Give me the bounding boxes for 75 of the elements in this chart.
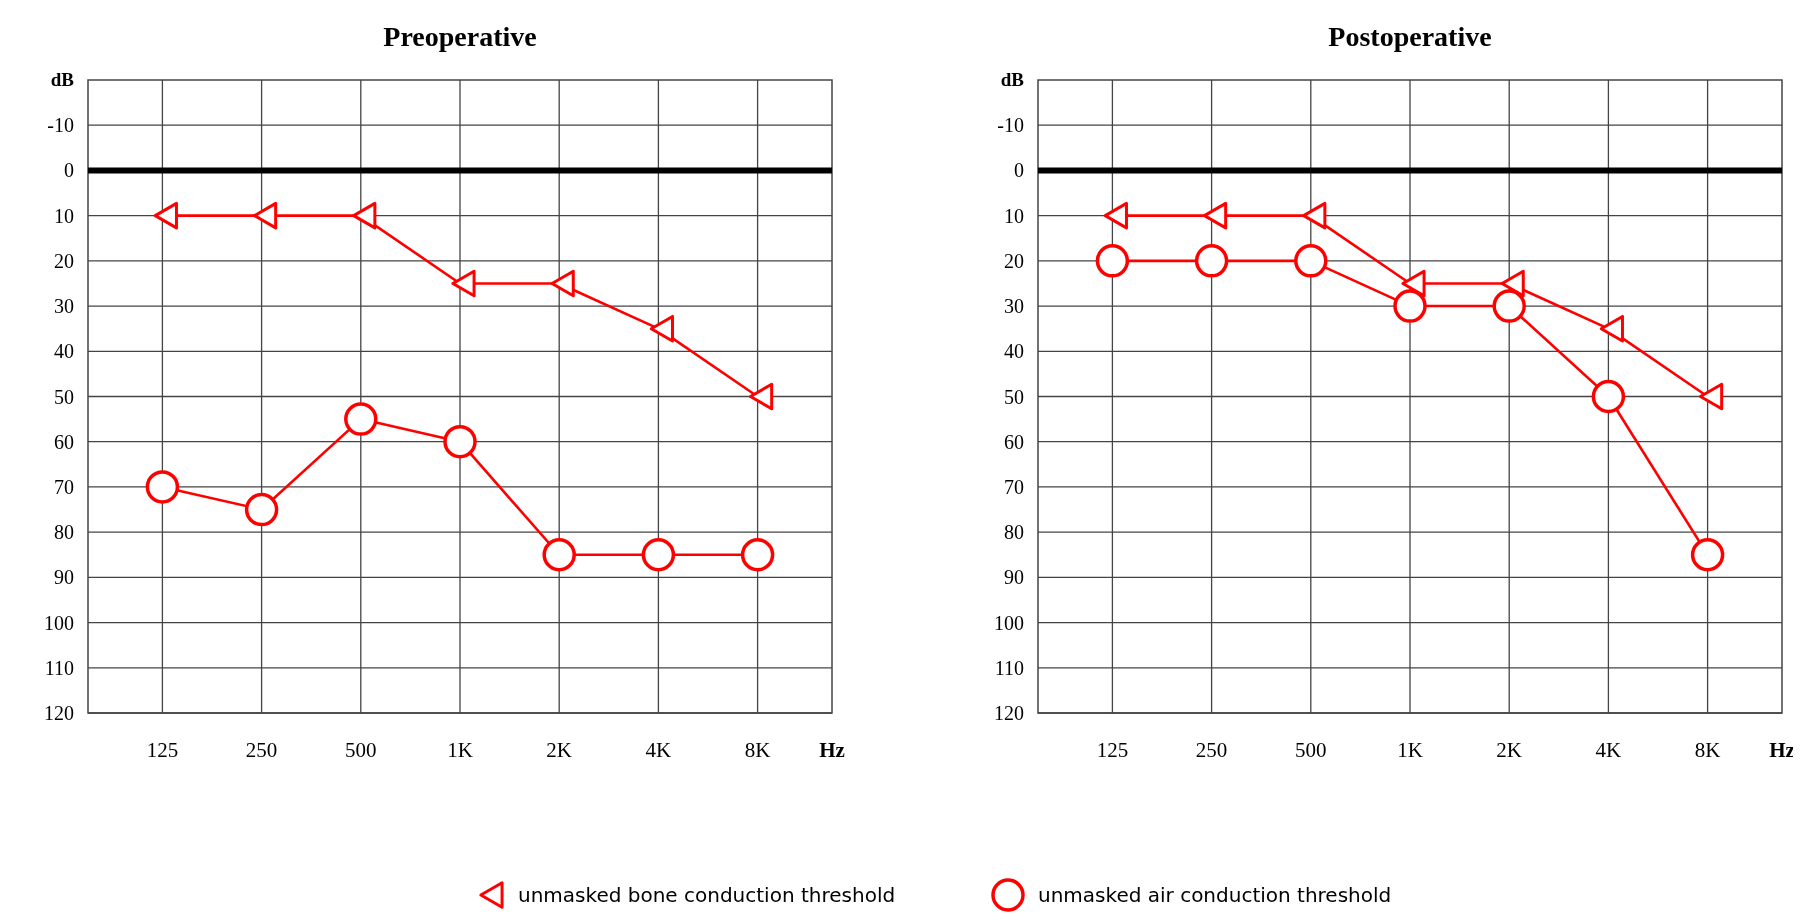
point bbox=[1294, 244, 1328, 278]
point bbox=[244, 492, 279, 527]
x-tick-label: 125 bbox=[1096, 738, 1129, 762]
x-tick-label: 2K bbox=[546, 738, 573, 762]
x-tick-label: 8K bbox=[744, 738, 771, 762]
y-tick-label: 70 bbox=[54, 475, 74, 498]
point bbox=[550, 269, 575, 298]
point bbox=[1202, 201, 1228, 230]
x-tick-label: 2K bbox=[1496, 738, 1523, 762]
point bbox=[1492, 289, 1526, 323]
point bbox=[542, 538, 576, 572]
point bbox=[641, 538, 676, 572]
point bbox=[1194, 244, 1229, 278]
point bbox=[443, 424, 477, 459]
y-tick-label: 0 bbox=[1014, 159, 1024, 182]
x-axis-title: Hz bbox=[819, 738, 845, 762]
x-tick-label: 250 bbox=[245, 738, 278, 762]
y-tick-label: 30 bbox=[54, 295, 74, 318]
y-tick-label: 50 bbox=[54, 385, 74, 408]
point bbox=[1591, 379, 1626, 414]
y-axis-title: dB bbox=[50, 69, 75, 90]
y-tick-label: 60 bbox=[1004, 430, 1024, 453]
legend-label: unmasked air conduction threshold bbox=[1038, 883, 1392, 907]
chart-title: Preoperative bbox=[383, 21, 537, 52]
point bbox=[1690, 538, 1725, 572]
point bbox=[740, 538, 775, 572]
y-tick-label: 10 bbox=[54, 204, 74, 227]
y-axis-title: dB bbox=[1000, 69, 1025, 90]
point bbox=[145, 470, 180, 504]
point bbox=[649, 314, 674, 343]
y-tick-label: 90 bbox=[54, 566, 74, 589]
point bbox=[748, 382, 774, 411]
y-tick-label: 120 bbox=[44, 702, 74, 724]
y-tick-label: -10 bbox=[997, 114, 1024, 137]
legend-label: unmasked bone conduction threshold bbox=[518, 883, 896, 907]
point bbox=[451, 269, 476, 298]
y-tick-label: -10 bbox=[47, 114, 74, 137]
x-tick-label: 250 bbox=[1195, 738, 1228, 762]
y-tick-label: 40 bbox=[54, 340, 74, 363]
y-tick-label: 80 bbox=[54, 521, 74, 544]
point bbox=[153, 201, 178, 230]
point bbox=[1103, 201, 1128, 230]
point bbox=[1393, 289, 1427, 323]
y-tick-label: 70 bbox=[1004, 475, 1024, 498]
y-tick-label: 110 bbox=[44, 656, 74, 679]
y-tick-label: 20 bbox=[1004, 249, 1024, 272]
point bbox=[1401, 269, 1426, 298]
x-tick-label: 500 bbox=[345, 738, 377, 762]
x-tick-label: 125 bbox=[146, 738, 179, 762]
point bbox=[1500, 269, 1525, 298]
point bbox=[252, 201, 278, 230]
x-tick-label: 4K bbox=[645, 738, 672, 762]
y-tick-label: 100 bbox=[44, 611, 74, 634]
y-tick-label: 0 bbox=[64, 159, 74, 182]
chart-title: Postoperative bbox=[1328, 21, 1492, 52]
point bbox=[344, 402, 378, 436]
y-tick-label: 40 bbox=[1004, 340, 1024, 363]
y-tick-label: 20 bbox=[54, 249, 74, 272]
y-tick-label: 100 bbox=[994, 611, 1024, 634]
y-tick-label: 120 bbox=[994, 702, 1024, 724]
y-tick-label: 110 bbox=[994, 656, 1024, 679]
y-tick-label: 80 bbox=[1004, 521, 1024, 544]
x-tick-label: 1K bbox=[1397, 738, 1423, 762]
y-tick-label: 60 bbox=[54, 430, 74, 453]
x-tick-label: 1K bbox=[447, 738, 473, 762]
point bbox=[1095, 244, 1130, 278]
point bbox=[1599, 314, 1624, 343]
y-tick-label: 90 bbox=[1004, 566, 1024, 589]
x-tick-label: 8K bbox=[1694, 738, 1721, 762]
point bbox=[1698, 382, 1724, 411]
x-tick-label: 500 bbox=[1295, 738, 1327, 762]
y-tick-label: 10 bbox=[1004, 204, 1024, 227]
y-tick-label: 50 bbox=[1004, 385, 1024, 408]
x-tick-label: 4K bbox=[1595, 738, 1622, 762]
y-tick-label: 30 bbox=[1004, 295, 1024, 318]
